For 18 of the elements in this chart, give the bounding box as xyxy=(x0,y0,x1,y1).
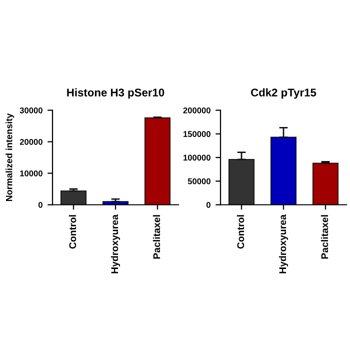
y-tick-label: 150000 xyxy=(184,131,210,137)
x-tick-label: Hydroxyurea xyxy=(110,214,120,274)
y-tick-label: 0 xyxy=(38,202,42,208)
y-tick-label: 100000 xyxy=(184,154,210,161)
chart-title: Histone H3 pSer10 xyxy=(67,88,164,99)
y-tick-label: 10000 xyxy=(20,170,42,176)
y-axis-title: Normalized intensity xyxy=(6,113,14,202)
x-tick-label: Paclitaxel xyxy=(320,215,328,259)
y-tick-label: 20000 xyxy=(20,138,42,145)
y-tick-label: 30000 xyxy=(20,107,42,114)
x-tick-label: Control xyxy=(68,215,76,249)
x-tick-label: Paclitaxel xyxy=(152,215,160,259)
x-tick-label: Hydroxyurea xyxy=(278,214,288,274)
chart-title: Cdk2 pTyr15 xyxy=(251,88,316,99)
y-tick-label: 0 xyxy=(206,202,210,208)
y-tick-label: 50000 xyxy=(188,178,210,184)
x-tick-label: Control xyxy=(236,215,244,249)
y-tick-label: 200000 xyxy=(183,107,210,114)
